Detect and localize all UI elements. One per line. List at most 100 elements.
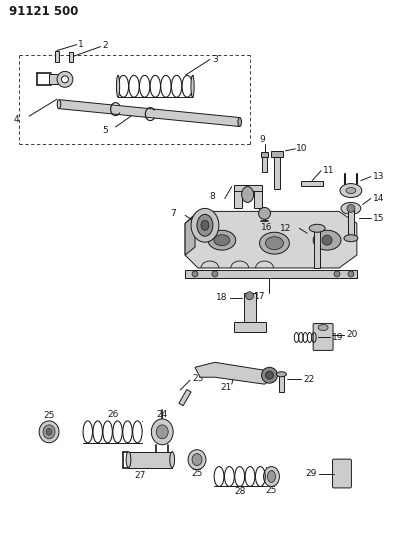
Bar xyxy=(262,154,268,172)
Circle shape xyxy=(258,207,270,220)
Text: 25: 25 xyxy=(266,486,277,495)
Ellipse shape xyxy=(318,325,328,330)
Bar xyxy=(279,374,284,392)
Text: 20: 20 xyxy=(346,330,357,339)
Ellipse shape xyxy=(191,208,219,242)
Circle shape xyxy=(245,292,254,300)
Circle shape xyxy=(61,76,69,83)
Text: 28: 28 xyxy=(234,487,245,496)
Circle shape xyxy=(348,271,354,277)
Text: 25: 25 xyxy=(191,469,203,478)
Ellipse shape xyxy=(197,214,213,236)
Circle shape xyxy=(347,205,355,212)
Circle shape xyxy=(322,235,332,245)
Bar xyxy=(214,466,266,487)
Text: 13: 13 xyxy=(373,172,384,181)
Bar xyxy=(243,293,256,328)
Ellipse shape xyxy=(43,425,55,439)
Text: 27: 27 xyxy=(135,471,146,480)
Text: 7: 7 xyxy=(170,209,176,218)
Text: 10: 10 xyxy=(296,144,308,154)
Text: 21: 21 xyxy=(220,383,232,392)
Ellipse shape xyxy=(156,425,168,439)
Bar xyxy=(234,184,262,190)
Text: 15: 15 xyxy=(373,214,384,223)
Ellipse shape xyxy=(268,471,275,482)
Ellipse shape xyxy=(208,230,236,250)
Bar xyxy=(254,187,262,208)
Text: 91121 500: 91121 500 xyxy=(9,5,79,18)
Ellipse shape xyxy=(344,235,358,241)
Bar xyxy=(234,321,266,332)
Ellipse shape xyxy=(46,429,52,435)
Text: 9: 9 xyxy=(260,135,266,144)
Circle shape xyxy=(266,372,273,379)
Ellipse shape xyxy=(260,232,289,254)
Bar xyxy=(55,51,59,62)
Polygon shape xyxy=(185,270,357,278)
Text: 25: 25 xyxy=(43,411,55,421)
Bar xyxy=(234,187,242,208)
Bar xyxy=(314,227,320,268)
Ellipse shape xyxy=(313,230,341,250)
Ellipse shape xyxy=(191,75,194,97)
Ellipse shape xyxy=(264,466,279,487)
Ellipse shape xyxy=(238,118,242,126)
Ellipse shape xyxy=(201,220,209,230)
Text: 29: 29 xyxy=(306,469,317,478)
Bar xyxy=(118,75,193,97)
FancyBboxPatch shape xyxy=(333,459,351,488)
Text: 19: 19 xyxy=(332,333,344,342)
Bar xyxy=(348,208,354,236)
Bar xyxy=(275,154,281,189)
Ellipse shape xyxy=(192,454,202,466)
Bar xyxy=(301,181,323,185)
Text: 26: 26 xyxy=(107,410,118,419)
Text: 1: 1 xyxy=(78,40,84,49)
Text: 22: 22 xyxy=(303,375,314,384)
Text: 18: 18 xyxy=(216,293,228,302)
Bar xyxy=(260,152,268,157)
Ellipse shape xyxy=(214,235,230,246)
Text: 2: 2 xyxy=(103,41,108,50)
Ellipse shape xyxy=(57,100,61,109)
Polygon shape xyxy=(59,100,240,126)
Text: 23: 23 xyxy=(192,374,203,383)
Ellipse shape xyxy=(126,451,131,467)
Circle shape xyxy=(212,271,218,277)
Ellipse shape xyxy=(39,421,59,443)
Bar xyxy=(49,75,59,84)
Bar xyxy=(83,421,142,443)
Ellipse shape xyxy=(341,203,361,214)
Polygon shape xyxy=(195,362,275,384)
Bar xyxy=(271,151,283,157)
Circle shape xyxy=(192,271,198,277)
Ellipse shape xyxy=(266,237,283,249)
Bar xyxy=(179,390,191,406)
Bar xyxy=(128,451,172,467)
Circle shape xyxy=(334,271,340,277)
Text: 17: 17 xyxy=(254,292,265,301)
Ellipse shape xyxy=(117,75,120,97)
Ellipse shape xyxy=(188,450,206,470)
Ellipse shape xyxy=(242,187,254,203)
Ellipse shape xyxy=(277,372,286,377)
Circle shape xyxy=(57,71,73,87)
Text: 5: 5 xyxy=(103,126,108,135)
Bar xyxy=(69,52,73,62)
Ellipse shape xyxy=(346,188,356,193)
Text: 3: 3 xyxy=(212,55,217,64)
Text: 24: 24 xyxy=(157,410,168,419)
Polygon shape xyxy=(185,212,357,268)
Ellipse shape xyxy=(309,224,325,232)
Text: 14: 14 xyxy=(373,194,384,203)
FancyBboxPatch shape xyxy=(313,324,333,350)
Text: 16: 16 xyxy=(261,223,272,232)
Ellipse shape xyxy=(151,419,173,445)
Text: 4: 4 xyxy=(13,115,19,124)
Polygon shape xyxy=(185,215,195,255)
Text: 11: 11 xyxy=(323,166,335,175)
Circle shape xyxy=(262,367,277,383)
Text: 8: 8 xyxy=(209,192,215,201)
Ellipse shape xyxy=(340,183,362,198)
